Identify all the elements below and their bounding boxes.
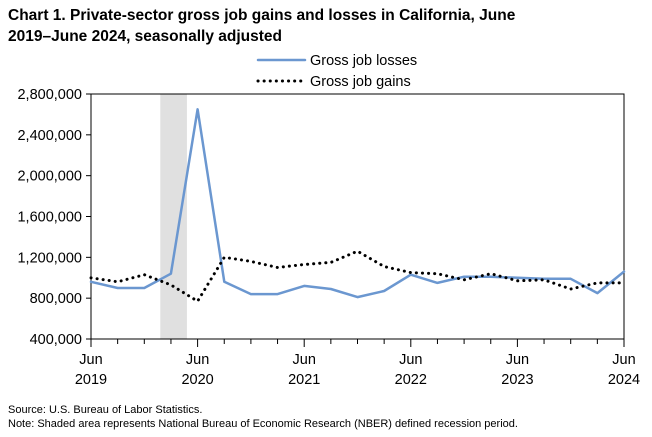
x-tick-label-month: Jun: [186, 352, 209, 368]
x-axis: Jun 2019 Jun 2020 Jun 2021 Jun 2022 Jun 2023 Jun 20…: [75, 339, 640, 388]
x-tick-label-year: 2021: [288, 372, 320, 388]
x-tick-label-month: Jun: [293, 352, 316, 368]
source-notes: Source: U.S. Bureau of Labor Statistics.…: [8, 403, 648, 431]
y-tick-label: 800,000: [30, 291, 82, 307]
x-tick-label-month: Jun: [612, 352, 635, 368]
series-layer: [89, 108, 626, 303]
y-tick-label: 1,200,000: [17, 250, 82, 266]
y-tick-label: 1,600,000: [17, 210, 82, 226]
series-line-gross-job-losses: [89, 108, 626, 299]
note-text: Note: Shaded area represents National Bu…: [8, 418, 518, 430]
legend: Gross job losses Gross job gains: [256, 53, 417, 90]
x-tick-label-year: 2024: [608, 372, 640, 388]
source-text: Source: U.S. Bureau of Labor Statistics.: [8, 404, 203, 416]
x-tick-label-year: 2022: [395, 372, 427, 388]
x-tick-label-month: Jun: [79, 352, 102, 368]
legend-label-losses: Gross job losses: [310, 53, 417, 69]
x-tick-label-year: 2019: [75, 372, 107, 388]
chart-title-line-1: Chart 1. Private-sector gross job gains …: [8, 7, 516, 24]
y-tick-label: 400,000: [30, 332, 82, 348]
y-tick-label: 2,000,000: [17, 169, 82, 185]
y-tick-label: 2,800,000: [17, 87, 82, 103]
legend-label-gains: Gross job gains: [310, 74, 411, 90]
x-tick-label-year: 2023: [501, 372, 533, 388]
series-line-gross-job-gains: [89, 249, 626, 303]
y-tick-label: 2,400,000: [17, 128, 82, 144]
chart-title-line-2: 2019–June 2024, seasonally adjusted: [8, 28, 282, 45]
recession-band: [160, 94, 187, 339]
x-tick-label-year: 2020: [181, 372, 213, 388]
y-axis: 400,000 800,000 1,200,000 1,600,000 2,000,00…: [17, 87, 91, 348]
recession-band-layer: [160, 94, 187, 339]
x-tick-label-month: Jun: [506, 352, 529, 368]
chart-title: Chart 1. Private-sector gross job gains …: [8, 5, 648, 47]
x-tick-label-month: Jun: [399, 352, 422, 368]
